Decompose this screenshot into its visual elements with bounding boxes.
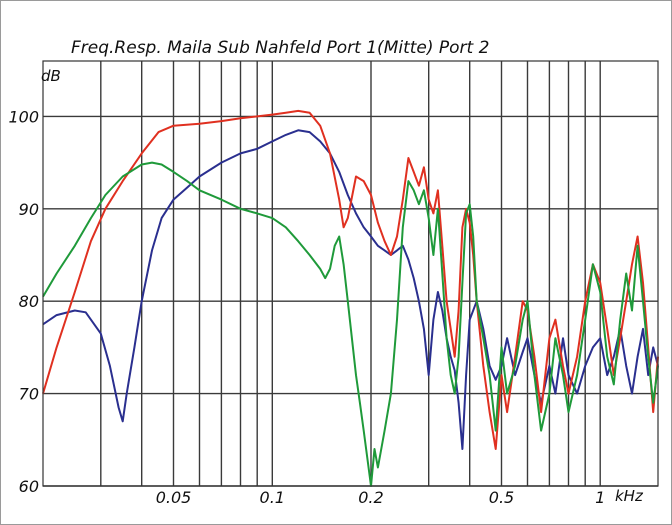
y-tick-label: 60 [19,477,39,496]
y-tick-label: 90 [19,200,39,219]
x-tick-labels: 0.05 0.1 0.2 0.5 1 [156,488,606,507]
series-line-3 [42,161,659,487]
chart-title: Freq.Resp. Maila Sub Nahfeld Port 1(Mitt… [71,38,489,58]
y-tick-label: 80 [19,292,39,311]
y-axis-label: dB [41,67,61,85]
y-tick-label: 100 [8,107,39,126]
x-axis-unit: kHz [615,487,644,505]
series-lines [42,109,659,487]
x-tick-label: 0.05 [156,488,192,507]
title-background [69,38,492,58]
series-line-1 [42,129,659,450]
x-tick-label: 0.1 [260,488,285,507]
grid-lines [43,61,658,487]
x-tick-label: 0.5 [489,488,514,507]
plot-border [42,60,659,487]
series-line-2 [42,109,659,450]
x-tick-label: 1 [595,488,605,507]
y-tick-labels: 60 70 80 90 100 [8,107,39,496]
x-tick-label: 0.2 [358,488,383,507]
y-tick-label: 70 [19,385,39,404]
